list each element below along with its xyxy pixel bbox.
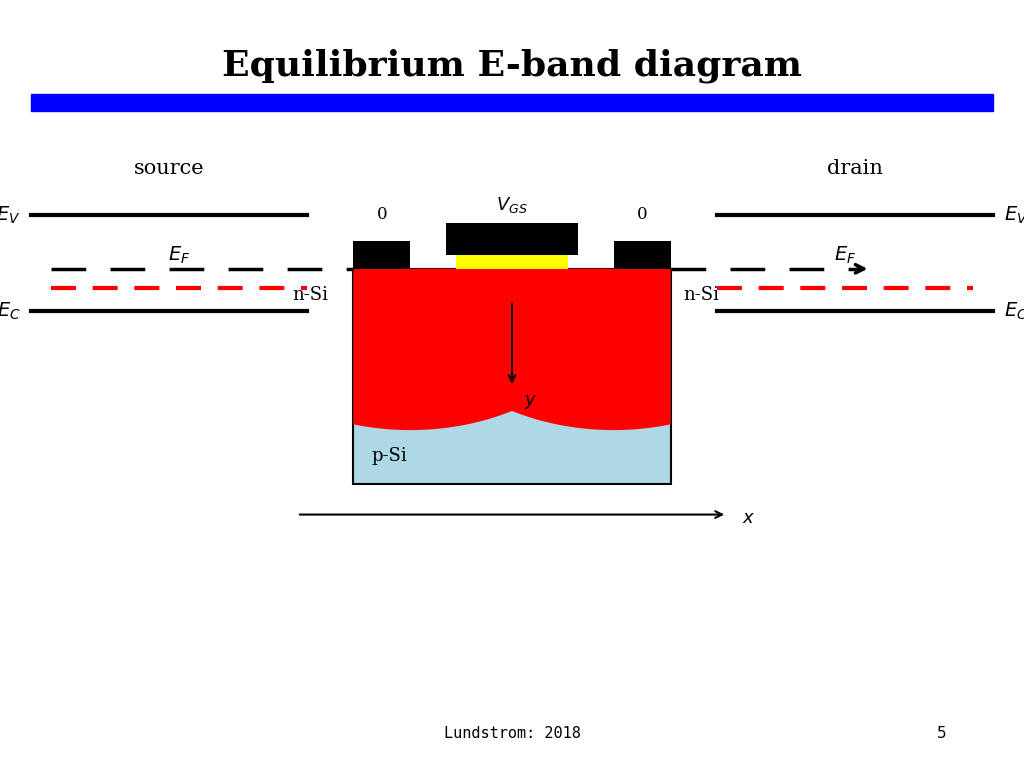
Text: n-Si: n-Si — [292, 286, 328, 303]
Text: source: source — [134, 160, 204, 178]
Bar — [353, 241, 411, 269]
Bar — [457, 255, 567, 269]
Bar — [613, 241, 671, 269]
Text: $E_C$: $E_C$ — [0, 300, 20, 322]
Text: drain: drain — [827, 160, 883, 178]
Bar — [31, 94, 993, 111]
Polygon shape — [398, 269, 671, 430]
Polygon shape — [353, 269, 626, 430]
Text: $E_C$: $E_C$ — [1004, 300, 1024, 322]
Text: $x$: $x$ — [742, 509, 756, 528]
Text: 0: 0 — [637, 207, 647, 223]
Text: 0: 0 — [377, 207, 387, 223]
Text: $V_{GS}$: $V_{GS}$ — [497, 195, 527, 215]
Text: $E_F$: $E_F$ — [834, 245, 856, 266]
Text: $E_F$: $E_F$ — [168, 245, 190, 266]
Text: Equilibrium E-band diagram: Equilibrium E-band diagram — [222, 48, 802, 82]
Text: $E_V$: $E_V$ — [1004, 204, 1024, 226]
Text: n-Si: n-Si — [683, 286, 719, 303]
Text: $y$: $y$ — [524, 393, 538, 411]
Bar — [446, 223, 578, 255]
Text: Lundstrom: 2018: Lundstrom: 2018 — [443, 726, 581, 741]
Bar — [353, 269, 671, 484]
Text: p-Si: p-Si — [372, 447, 408, 465]
Text: 5: 5 — [937, 726, 947, 741]
Text: $E_V$: $E_V$ — [0, 204, 20, 226]
